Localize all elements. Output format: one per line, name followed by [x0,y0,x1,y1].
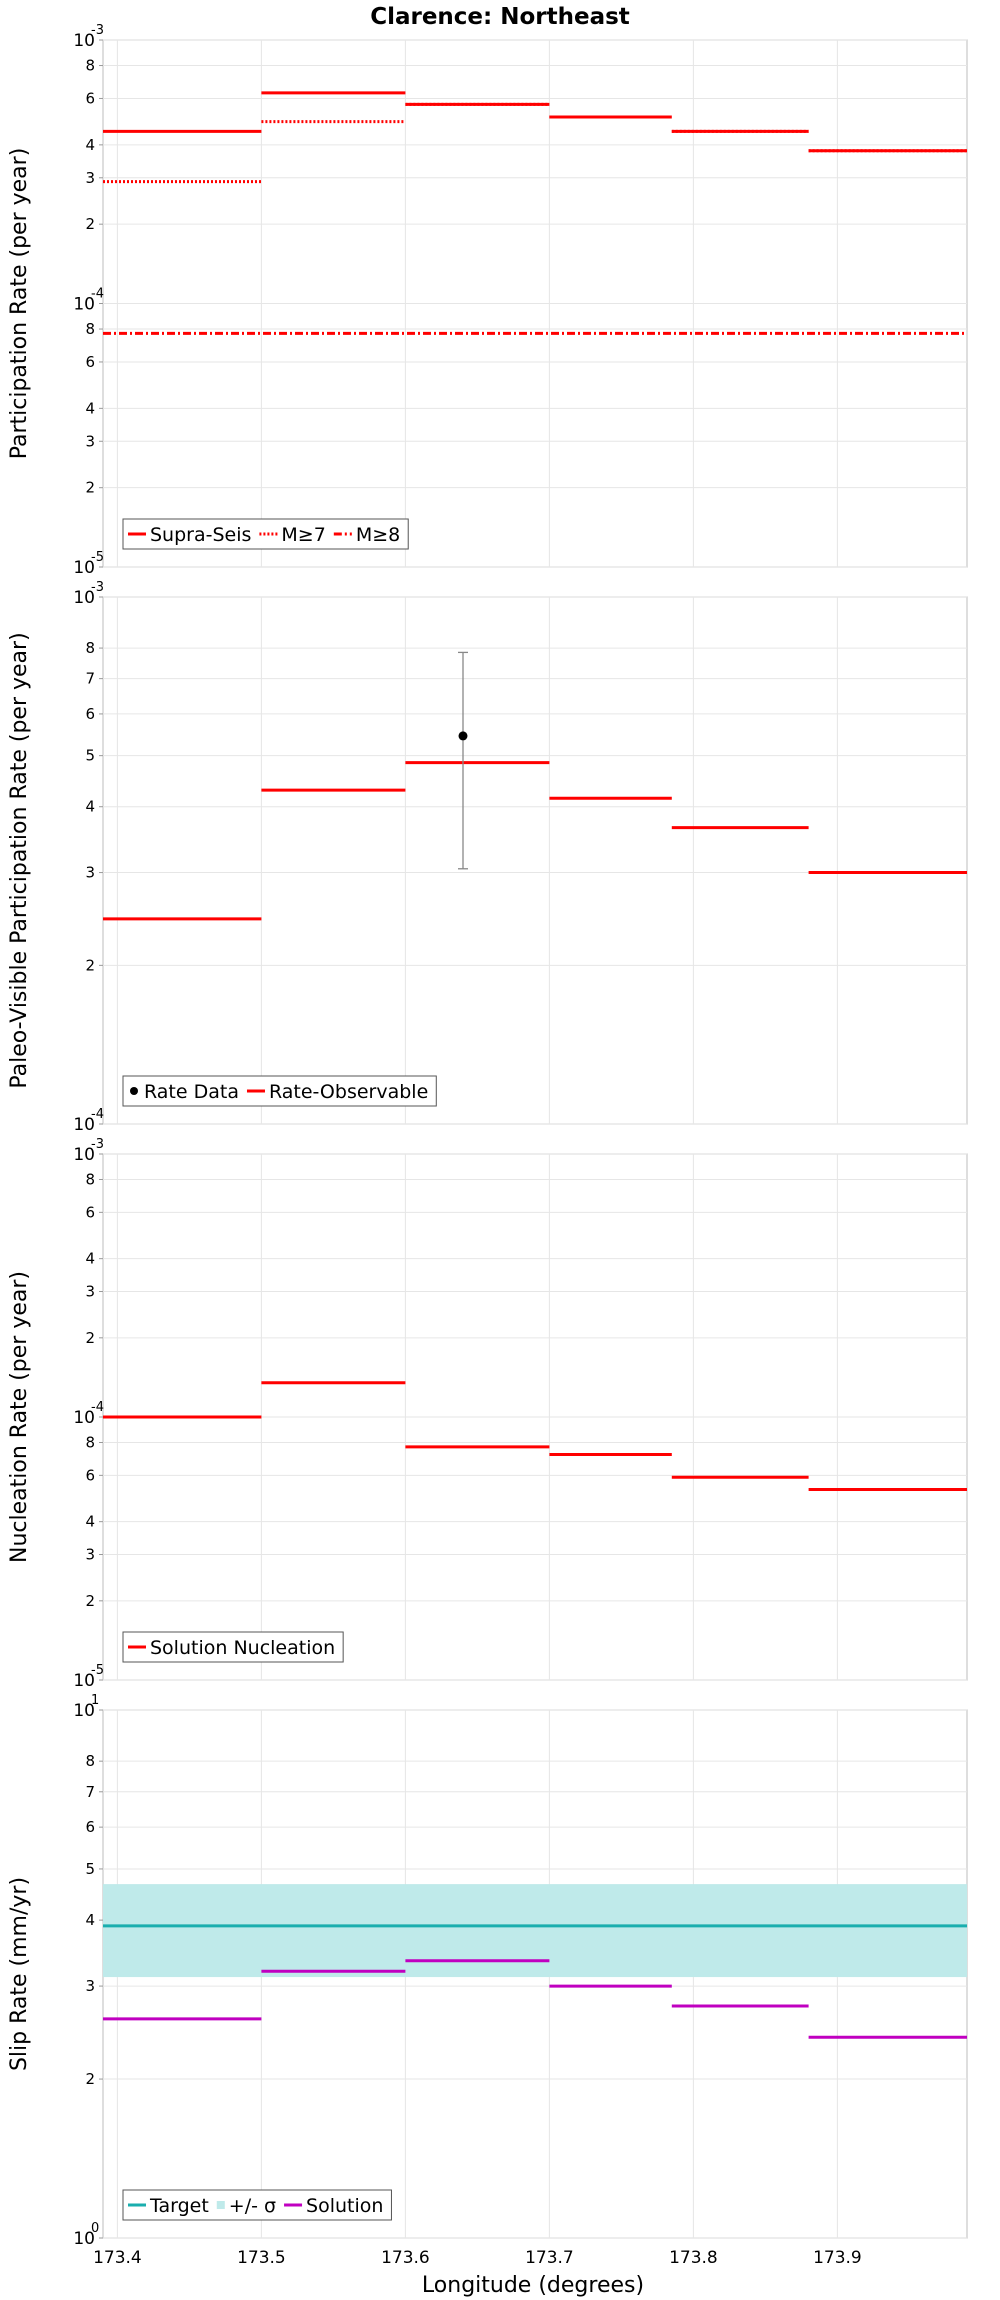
y-tick-label: 10 [73,1115,95,1135]
y-tick-label: 3 [85,1283,95,1301]
legend-box [122,1075,437,1107]
y-tick-label: 5 [85,1860,95,1878]
y-tick-label: 6 [85,1203,95,1221]
x-tick-label: 173.5 [237,2248,286,2268]
x-tick-label: 173.7 [525,2248,574,2268]
y-tick-label: 6 [85,1466,95,1484]
y-tick-label: 4 [85,1911,95,1929]
legend: Rate Data Rate-Observable [122,1075,437,1107]
y-tick-label: 6 [85,705,95,723]
y-tick-label: 8 [85,57,95,75]
y-tick-label: 2 [85,956,95,974]
y-tick-label: 2 [85,1329,95,1347]
y-tick-label: 7 [85,670,95,688]
y-tick-exponent: -4 [91,1400,104,1415]
y-tick-label: 8 [85,1752,95,1770]
y-tick-exponent: -5 [91,550,104,565]
y-tick-label: 2 [85,479,95,497]
y-axis-label: Paleo-Visible Participation Rate (per ye… [7,632,32,1088]
y-tick-exponent: -5 [91,1663,104,1678]
legend: Target +/- σ Solution [122,2189,392,2221]
legend-label: Solution Nucleation [150,1637,335,1659]
y-tick-label: 8 [85,320,95,338]
x-axis-label: Longitude (degrees) [422,2273,644,2298]
y-tick-label: 3 [85,1977,95,1995]
y-tick-label: 8 [85,639,95,657]
y-tick-exponent: -3 [91,23,104,38]
y-axis-label: Slip Rate (mm/yr) [7,1877,32,2071]
y-tick-label: 4 [85,399,95,417]
legend: Solution Nucleation [122,1631,344,1663]
x-tick-label: 173.9 [813,2248,862,2268]
y-tick-label: 10 [73,1145,95,1165]
y-tick-exponent: -3 [91,1137,104,1152]
y-tick-label: 3 [85,1546,95,1564]
y-tick-label: 10 [73,295,95,315]
y-tick-label: 10 [73,1671,95,1691]
legend-label: Target [149,2195,209,2217]
legend-label: +/- σ [229,2195,276,2217]
y-tick-label: 2 [85,1592,95,1610]
figure-title: Clarence: Northeast [370,4,630,30]
y-tick-label: 6 [85,353,95,371]
y-tick-label: 10 [73,588,95,608]
y-tick-label: 7 [85,1783,95,1801]
y-tick-label: 2 [85,2070,95,2088]
y-tick-label: 10 [73,1701,95,1721]
x-tick-label: 173.8 [669,2248,718,2268]
y-tick-exponent: -4 [91,1107,104,1122]
y-tick-label: 10 [73,1408,95,1428]
y-tick-label: 4 [85,1513,95,1531]
legend-marker [130,1087,138,1095]
legend-label: M≥7 [281,524,325,546]
x-tick-label: 173.6 [381,2248,430,2268]
y-tick-label: 2 [85,215,95,233]
legend-label: Supra-Seis [150,524,251,546]
y-tick-label: 4 [85,136,95,154]
y-tick-exponent: -3 [91,580,104,595]
y-tick-label: 6 [85,89,95,107]
legend-label: Solution [306,2195,383,2217]
legend-box [122,518,409,550]
y-tick-label: 6 [85,1818,95,1836]
sigma-band [103,1884,967,1978]
y-tick-label: 8 [85,1433,95,1451]
y-axis-label: Participation Rate (per year) [7,148,32,460]
y-tick-exponent: 1 [91,1693,99,1708]
rate-data-point [458,731,468,741]
y-tick-label: 3 [85,864,95,882]
y-tick-label: 3 [85,432,95,450]
y-tick-label: 10 [73,31,95,51]
legend-swatch [216,2201,225,2209]
y-tick-label: 4 [85,1250,95,1268]
y-tick-exponent: 0 [91,2221,99,2236]
y-tick-label: 4 [85,798,95,816]
x-tick-label: 173.4 [93,2248,142,2268]
y-tick-label: 3 [85,169,95,187]
y-axis-label: Nucleation Rate (per year) [7,1271,32,1563]
legend-box [122,1631,344,1663]
y-tick-exponent: -4 [91,287,104,302]
legend: Supra-Seis M≥7 M≥8 [122,518,409,550]
y-tick-label: 10 [73,558,95,578]
y-tick-label: 8 [85,1170,95,1188]
legend-box [122,2189,392,2221]
legend-label: Rate Data [144,1081,239,1103]
y-tick-label: 10 [73,2229,95,2249]
legend-label: M≥8 [356,524,400,546]
y-tick-label: 5 [85,747,95,765]
legend-label: Rate-Observable [269,1081,428,1103]
plot-area [102,596,968,1125]
